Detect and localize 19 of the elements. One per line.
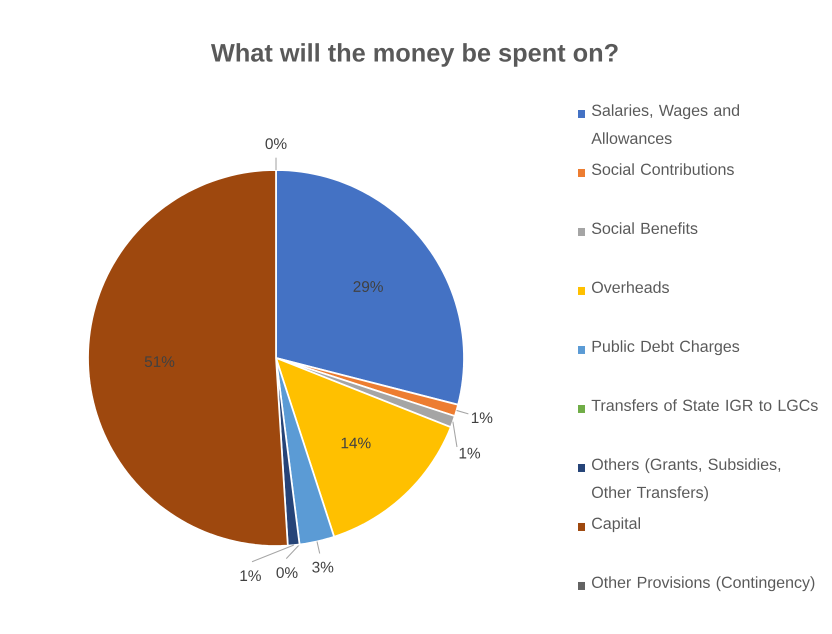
data-label: 3% (312, 562, 334, 573)
text: 0% (276, 567, 298, 578)
legend-label: Others (Grants, Subsidies, Other Transfers) (592, 458, 780, 502)
legend-label: Salaries, Wages and Allowances (591, 104, 740, 144)
data-label: 1% (460, 448, 480, 459)
legend-label: Public Debt Charges (592, 340, 740, 356)
legend-label: Other Provisions (Contingency) (592, 576, 814, 592)
legend-label: Capital (592, 517, 640, 532)
data-label: 51% (144, 356, 174, 368)
text: 0% (266, 138, 287, 150)
data-label: 29% (354, 281, 383, 292)
chart-title: What will the money be spent on? (210, 43, 618, 67)
legend-label: Overheads (592, 281, 669, 293)
legend-label: Social Contributions (592, 163, 734, 175)
data-label: 1% (472, 412, 492, 424)
data-label: 1% (240, 570, 261, 582)
legend-label: Transfers of State IGR to LGCs (592, 399, 818, 411)
legend-label: Social Benefits (592, 222, 698, 234)
data-label: 14% (342, 438, 371, 448)
